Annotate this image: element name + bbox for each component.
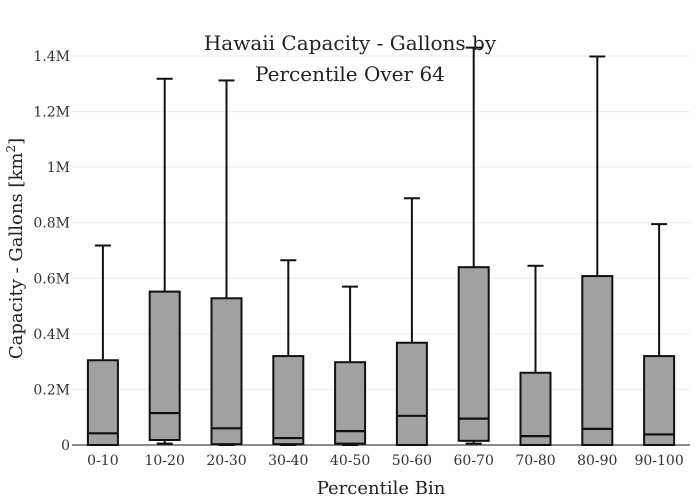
box-60-70 <box>457 46 490 445</box>
y-axis-title: Capacity - Gallons [km2] <box>4 138 27 359</box>
y-tick-label: 1.2M <box>33 105 70 121</box>
box-iqr <box>210 297 243 446</box>
box-30-40 <box>272 259 305 446</box>
x-tick-label: 10-20 <box>145 453 185 469</box>
box-iqr <box>395 341 428 446</box>
y-tick-label: 0.6M <box>33 271 70 287</box>
box-0-10 <box>86 244 119 446</box>
box-iqr <box>581 275 614 447</box>
box-50-60 <box>395 197 428 446</box>
y-tick-label: 0.8M <box>33 216 70 232</box>
x-tick-label: 90-100 <box>634 453 683 469</box>
x-tick-label: 30-40 <box>268 453 308 469</box>
y-tick-label: 0.4M <box>33 327 70 343</box>
chart-title-line-1: Hawaii Capacity - Gallons by <box>203 31 497 55</box>
box-40-50 <box>334 285 367 446</box>
box-iqr <box>643 355 676 447</box>
box-10-20 <box>148 77 181 445</box>
x-tick-label: 20-30 <box>206 453 246 469</box>
y-tick-label: 0 <box>61 438 70 454</box>
box-70-80 <box>519 264 552 446</box>
box-20-30 <box>210 79 243 446</box>
y-tick-label: 0.2M <box>33 382 70 398</box>
x-axis-title: Percentile Bin <box>317 478 446 499</box>
chart-title-line-2: Percentile Over 64 <box>255 62 445 86</box>
box-iqr <box>272 355 305 446</box>
x-tick-label: 50-60 <box>392 453 432 469</box>
y-tick-label: 1M <box>47 160 70 176</box>
box-iqr <box>148 290 181 441</box>
box-80-90 <box>581 55 614 447</box>
x-tick-label: 80-90 <box>577 453 617 469</box>
box-iqr <box>86 359 119 446</box>
x-tick-label: 40-50 <box>330 453 370 469</box>
y-tick-label: 1.4M <box>33 49 70 65</box>
x-tick-label: 70-80 <box>515 453 555 469</box>
x-tick-label: 60-70 <box>454 453 494 469</box>
x-tick-label: 0-10 <box>87 453 118 469</box>
box-90-100 <box>643 223 676 447</box>
box-iqr <box>457 266 490 442</box>
box-iqr <box>519 371 552 446</box>
